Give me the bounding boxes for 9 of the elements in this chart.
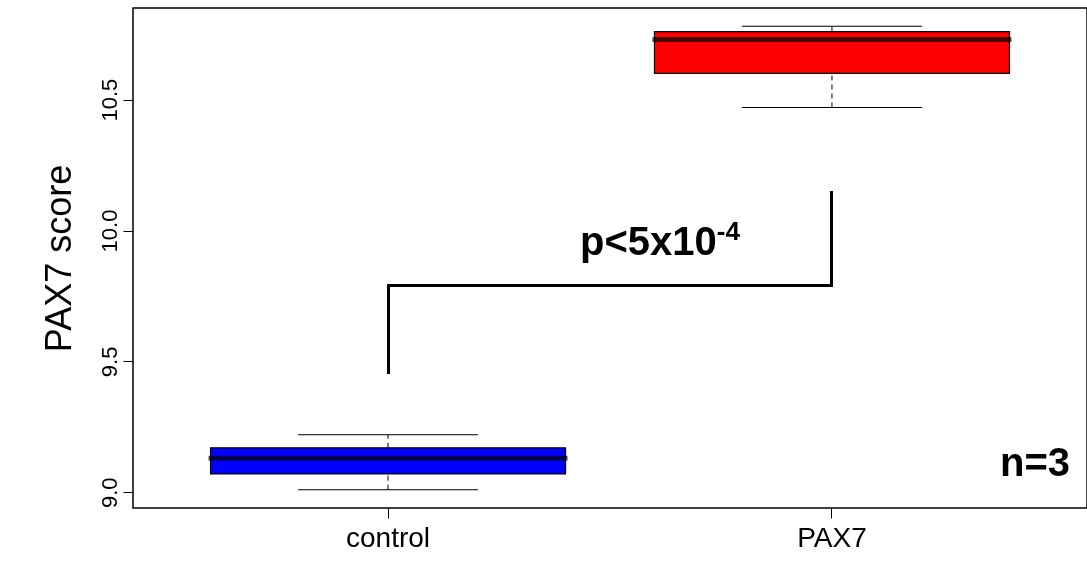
- annotation: p<5x10$^{-4}$: [580, 216, 740, 264]
- x-tick-label: PAX7: [797, 521, 867, 553]
- y-tick-label: 10.5: [96, 78, 122, 122]
- y-tick-label: 10.0: [96, 209, 122, 253]
- y-axis-title: PAX7 score: [37, 164, 79, 353]
- x-tick-label: control: [346, 521, 431, 553]
- y-tick-label: 9.5: [96, 346, 122, 378]
- annotation: n=3: [999, 439, 1071, 485]
- y-tick-label: 9.0: [96, 477, 122, 509]
